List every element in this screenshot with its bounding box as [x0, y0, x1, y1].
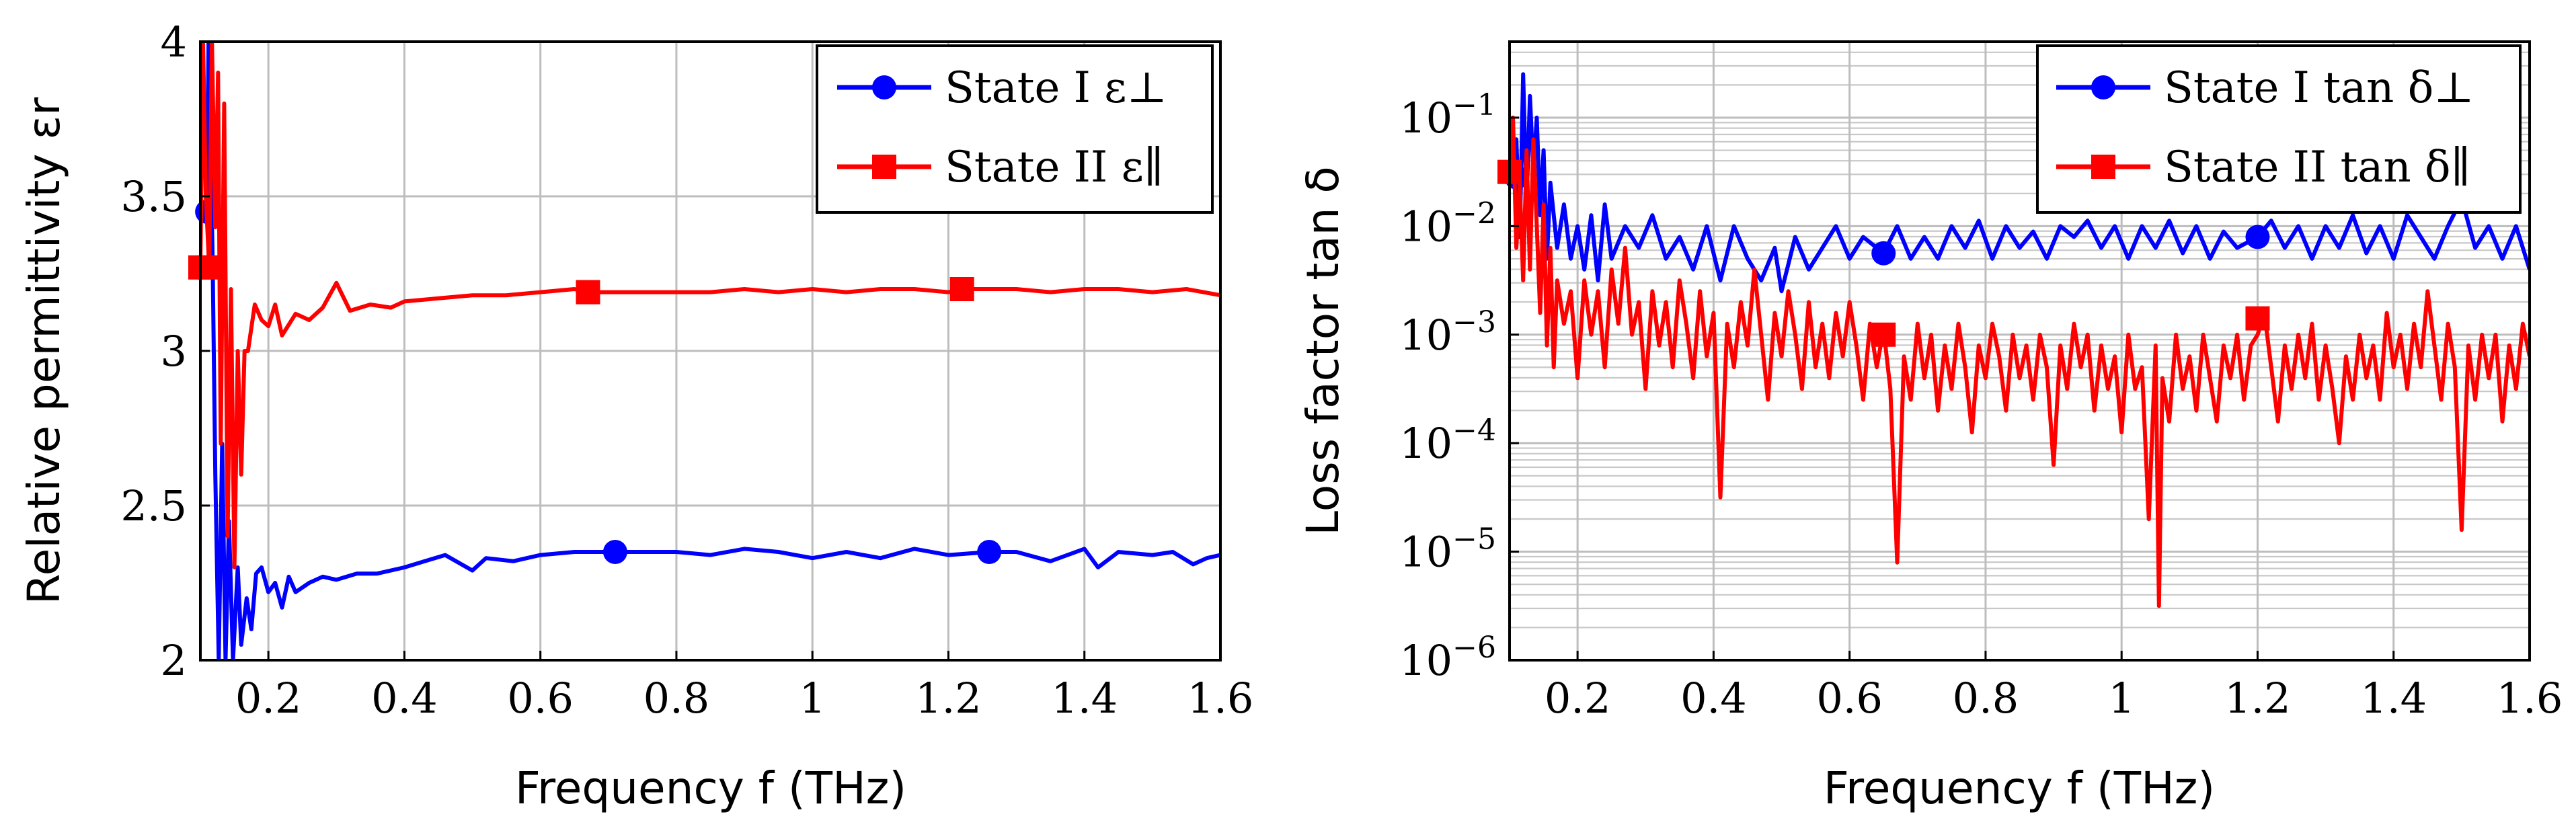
data-marker-circle: [2245, 225, 2270, 249]
x-label-prefix: Frequency f (THz): [515, 762, 906, 814]
x-tick-label: 1.6: [1187, 674, 1254, 723]
x-tick-label: 1.4: [1051, 674, 1118, 723]
data-marker-circle: [602, 540, 627, 564]
loss-factor-legend: State I tan δ⊥ State II tan δ∥: [2036, 44, 2522, 214]
loss-factor-plot-frame: [1508, 40, 2531, 662]
data-marker-square: [949, 277, 974, 301]
series-line-state-ii: [200, 42, 1220, 569]
series-line-state-ii: [1510, 116, 2530, 608]
legend-marker-square: [872, 155, 896, 179]
series-line-state-i: [205, 42, 1220, 660]
loss-factor-chart: 0.2 0.4 0.6 0.8 1 1.2 1.4 1.6 10−610−510−410−31…: [1297, 40, 2563, 814]
y-tick-label: 10−5: [1399, 522, 1496, 577]
legend-marker-circle: [2091, 75, 2115, 99]
y-tick-label: 2.5: [120, 481, 187, 530]
permittivity-legend-box: [816, 44, 1214, 214]
data-marker-circle: [1871, 241, 1896, 266]
permittivity-x-axis-label: Frequency f (THz): [515, 762, 906, 814]
y-tick-label: 10−3: [1399, 305, 1496, 360]
y-tick-label: 10−6: [1399, 631, 1496, 685]
permittivity-chart: 0.2 0.4 0.6 0.8 1 1.2 1.4 1.6 2 2.5 3 3.5 4 Frequen…: [18, 17, 1253, 814]
data-marker-square: [1871, 322, 1896, 347]
legend-marker-circle: [872, 75, 896, 99]
x-tick-label: 0.6: [507, 674, 574, 723]
series-line-state-i: [1510, 72, 2530, 294]
x-tick-label: 0.8: [1953, 674, 2019, 723]
x-tick-label: 0.4: [371, 674, 438, 723]
x-tick-label: 1.4: [2360, 674, 2427, 723]
x-tick-label: 0.2: [1545, 674, 1611, 723]
permittivity-y-axis-label: Relative permittivity εr: [18, 97, 70, 604]
y-tick-label: 10−1: [1399, 88, 1496, 143]
legend-label-state-i-tan-perp: State I tan δ⊥: [2164, 63, 2474, 113]
y-tick-label: 10−4: [1399, 413, 1496, 468]
x-tick-label: 1.2: [915, 674, 982, 723]
x-tick-label: 0.4: [1680, 674, 1747, 723]
legend-label-state-ii-tan-par: State II tan δ∥: [2164, 143, 2470, 192]
x-tick-label: 1: [2108, 674, 2134, 723]
data-marker-circle: [977, 540, 1002, 564]
permittivity-y-ticks: 2 2.5 3 3.5 4: [120, 17, 210, 685]
permittivity-legend: State I ε⊥ State II ε∥: [816, 44, 1214, 214]
x-tick-label: 1: [799, 674, 825, 723]
data-marker-square: [576, 280, 600, 305]
permittivity-series: [188, 42, 1220, 660]
legend-marker-square: [2091, 155, 2115, 179]
x-tick-label: 0.6: [1816, 674, 1883, 723]
y-tick-label: 10−2: [1399, 196, 1496, 251]
legend-label-state-i-perp: State I ε⊥: [945, 63, 1167, 113]
legend-label-state-ii-par: State II ε∥: [945, 143, 1163, 192]
data-marker-square: [2245, 306, 2270, 331]
loss-factor-y-ticks: 10−6 10−5 10−4 10−3 10−2 10−1: [1399, 88, 1519, 685]
x-tick-label: 0.8: [643, 674, 710, 723]
loss-factor-y-axis-label: Loss factor tan δ: [1297, 166, 1349, 536]
loss-factor-legend-box: [2036, 44, 2522, 214]
y-tick-label: 4: [161, 17, 187, 67]
x-tick-label: 1.6: [2497, 674, 2563, 723]
x-tick-label: 1.2: [2224, 674, 2291, 723]
y-tick-label: 3: [161, 327, 187, 376]
y-tick-label: 2: [161, 636, 187, 685]
y-tick-label: 3.5: [120, 172, 187, 221]
loss-factor-x-ticks: 0.2 0.4 0.6 0.8 1 1.2 1.4 1.6: [1545, 651, 2563, 723]
loss-factor-x-axis-label: Frequency f (THz): [1824, 762, 2215, 814]
permittivity-x-ticks: 0.2 0.4 0.6 0.8 1 1.2 1.4 1.6: [235, 651, 1253, 723]
x-tick-label: 0.2: [235, 674, 302, 723]
